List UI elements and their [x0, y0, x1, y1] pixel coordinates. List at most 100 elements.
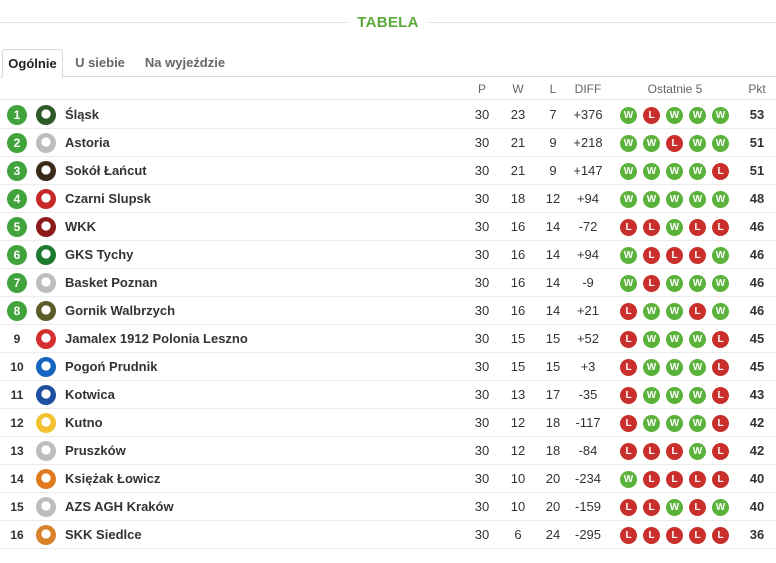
table-row[interactable]: 12 Kutno 30 12 18 -117 42 L W W W L: [0, 409, 776, 437]
loss-badge: L: [712, 331, 729, 348]
table-row[interactable]: 1 Śląsk 30 23 7 +376 53 W L W W W: [0, 101, 776, 129]
team-name[interactable]: Sokół Łańcut: [65, 163, 147, 178]
title-divider-right: [428, 22, 776, 23]
table-row[interactable]: 13 Pruszków 30 12 18 -84 42 L L L W L: [0, 437, 776, 465]
played-cell: 30: [474, 191, 490, 206]
tab-overall[interactable]: Ogólnie: [2, 49, 63, 78]
position-number: 8: [7, 301, 27, 321]
table-row[interactable]: 5 WKK 30 16 14 -72 46 L L W L L: [0, 213, 776, 241]
team-name[interactable]: Gornik Walbrzych: [65, 303, 176, 318]
losses-cell: 15: [545, 331, 561, 346]
losses-cell: 14: [545, 219, 561, 234]
win-badge: W: [712, 303, 729, 320]
table-row[interactable]: 7 Basket Poznan 30 16 14 -9 46 W L W W W: [0, 269, 776, 297]
loss-badge: L: [620, 443, 637, 460]
win-badge: W: [620, 471, 637, 488]
wins-cell: 16: [510, 247, 526, 262]
team-logo: [36, 189, 56, 209]
table-row[interactable]: 2 Astoria 30 21 9 +218 51 W W L W W: [0, 129, 776, 157]
win-badge: W: [643, 191, 660, 208]
team-name[interactable]: Basket Poznan: [65, 275, 158, 290]
win-badge: W: [689, 275, 706, 292]
loss-badge: L: [620, 331, 637, 348]
wins-cell: 12: [510, 415, 526, 430]
team-name[interactable]: Śląsk: [65, 107, 99, 122]
team-name[interactable]: Czarni Slupsk: [65, 191, 151, 206]
team-logo: [36, 441, 56, 461]
team-name[interactable]: Księżak Łowicz: [65, 471, 161, 486]
table-row[interactable]: 16 SKK Siedlce 30 6 24 -295 36 L L L L L: [0, 521, 776, 549]
team-name[interactable]: WKK: [65, 219, 97, 234]
losses-cell: 14: [545, 303, 561, 318]
table-row[interactable]: 8 Gornik Walbrzych 30 16 14 +21 46 L W W L W: [0, 297, 776, 325]
points-cell: 45: [749, 359, 765, 374]
team-name[interactable]: GKS Tychy: [65, 247, 134, 262]
team-name[interactable]: AZS AGH Kraków: [65, 499, 174, 514]
wins-cell: 10: [510, 499, 526, 514]
team-logo: [36, 105, 56, 125]
team-logo: [36, 357, 56, 377]
loss-badge: L: [643, 471, 660, 488]
losses-cell: 7: [549, 107, 557, 122]
win-badge: W: [689, 331, 706, 348]
title-divider-left: [0, 22, 348, 23]
table-row[interactable]: 9 Jamalex 1912 Polonia Leszno 30 15 15 +52 45 L…: [0, 325, 776, 353]
losses-cell: 14: [545, 247, 561, 262]
team-name[interactable]: Astoria: [65, 135, 110, 150]
win-badge: W: [643, 135, 660, 152]
loss-badge: L: [643, 107, 660, 124]
team-name[interactable]: Kotwica: [65, 387, 115, 402]
position-number: 11: [10, 388, 24, 402]
table-header: P W L DIFF Ostatnie 5 Pkt: [0, 77, 776, 100]
win-badge: W: [620, 107, 637, 124]
table-row[interactable]: 11 Kotwica 30 13 17 -35 43 L W W W L: [0, 381, 776, 409]
loss-badge: L: [666, 247, 683, 264]
loss-badge: L: [689, 219, 706, 236]
section-title-bar: TABELA: [0, 0, 776, 44]
team-logo: [36, 161, 56, 181]
table-row[interactable]: 3 Sokół Łańcut 30 21 9 +147 51 W W W W L: [0, 157, 776, 185]
points-cell: 40: [749, 471, 765, 486]
loss-badge: L: [643, 275, 660, 292]
team-name[interactable]: Pogoń Prudnik: [65, 359, 158, 374]
position-number: 13: [10, 444, 24, 458]
losses-cell: 17: [545, 387, 561, 402]
loss-badge: L: [620, 303, 637, 320]
points-cell: 46: [749, 247, 765, 262]
loss-badge: L: [643, 527, 660, 544]
loss-badge: L: [666, 443, 683, 460]
table-row[interactable]: 15 AZS AGH Kraków 30 10 20 -159 40 L L W L W: [0, 493, 776, 521]
loss-badge: L: [643, 499, 660, 516]
points-cell: 40: [749, 499, 765, 514]
points-cell: 43: [749, 387, 765, 402]
win-badge: W: [620, 163, 637, 180]
tab-home[interactable]: U siebie: [75, 55, 125, 70]
position-number: 2: [7, 133, 27, 153]
team-name[interactable]: Pruszków: [65, 443, 126, 458]
win-badge: W: [643, 359, 660, 376]
losses-cell: 14: [545, 275, 561, 290]
table-row[interactable]: 4 Czarni Slupsk 30 18 12 +94 48 W W W W W: [0, 185, 776, 213]
position-number: 6: [7, 245, 27, 265]
team-logo: [36, 525, 56, 545]
table-row[interactable]: 14 Księżak Łowicz 30 10 20 -234 40 W L L L L: [0, 465, 776, 493]
point-diff-cell: -84: [578, 443, 598, 458]
header-played: P: [477, 82, 486, 96]
point-diff-cell: +52: [576, 331, 600, 346]
losses-cell: 20: [545, 471, 561, 486]
tab-away[interactable]: Na wyjeździe: [144, 55, 226, 70]
table-row[interactable]: 6 GKS Tychy 30 16 14 +94 46 W L L L W: [0, 241, 776, 269]
team-name[interactable]: SKK Siedlce: [65, 527, 142, 542]
played-cell: 30: [474, 135, 490, 150]
win-badge: W: [666, 303, 683, 320]
team-name[interactable]: Kutno: [65, 415, 103, 430]
team-name[interactable]: Jamalex 1912 Polonia Leszno: [65, 331, 248, 346]
played-cell: 30: [474, 303, 490, 318]
table-row[interactable]: 10 Pogoń Prudnik 30 15 15 +3 45 L W W W L: [0, 353, 776, 381]
points-cell: 48: [749, 191, 765, 206]
